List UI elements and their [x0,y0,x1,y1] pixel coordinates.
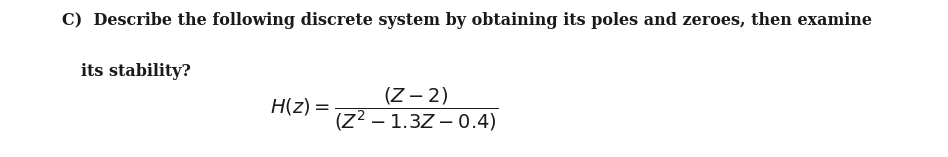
Text: $H(z) = \dfrac{(Z - 2)}{(Z^2 - 1.3Z - 0.4)}$: $H(z) = \dfrac{(Z - 2)}{(Z^2 - 1.3Z - 0.… [270,86,499,133]
Text: its stability?: its stability? [81,63,191,80]
Text: C)  Describe the following discrete system by obtaining its poles and zeroes, th: C) Describe the following discrete syste… [62,12,872,29]
